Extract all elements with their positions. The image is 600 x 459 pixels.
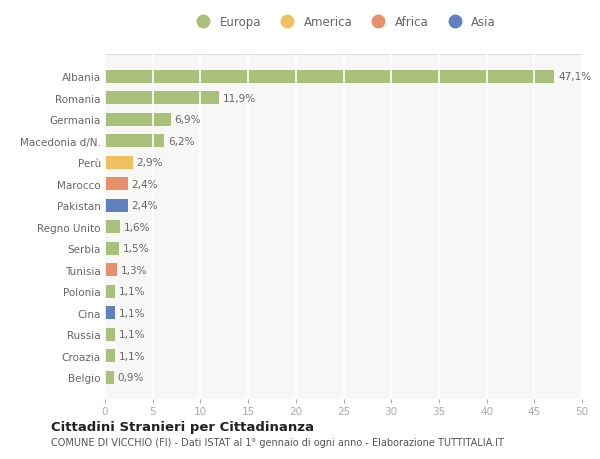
Bar xyxy=(105,349,115,362)
Text: 1,1%: 1,1% xyxy=(119,308,146,318)
Bar xyxy=(105,263,118,276)
Bar xyxy=(105,113,171,127)
Text: 6,9%: 6,9% xyxy=(175,115,201,125)
Text: 47,1%: 47,1% xyxy=(558,72,591,82)
Text: 2,9%: 2,9% xyxy=(136,158,163,168)
Bar xyxy=(105,71,554,84)
Text: 11,9%: 11,9% xyxy=(223,94,256,104)
Bar xyxy=(105,285,115,298)
Bar xyxy=(105,328,115,341)
Bar xyxy=(105,135,164,148)
Bar xyxy=(105,92,218,105)
Text: 2,4%: 2,4% xyxy=(132,201,158,211)
Bar xyxy=(105,199,128,212)
Text: COMUNE DI VICCHIO (FI) - Dati ISTAT al 1° gennaio di ogni anno - Elaborazione TU: COMUNE DI VICCHIO (FI) - Dati ISTAT al 1… xyxy=(51,437,504,447)
Legend: Europa, America, Africa, Asia: Europa, America, Africa, Asia xyxy=(191,16,496,29)
Text: 1,6%: 1,6% xyxy=(124,222,151,232)
Bar xyxy=(105,242,119,255)
Bar xyxy=(105,371,113,384)
Text: 1,5%: 1,5% xyxy=(123,244,149,254)
Text: 1,1%: 1,1% xyxy=(119,286,146,297)
Text: 1,3%: 1,3% xyxy=(121,265,148,275)
Text: 0,9%: 0,9% xyxy=(118,372,144,382)
Bar xyxy=(105,157,133,169)
Bar xyxy=(105,178,128,191)
Text: 1,1%: 1,1% xyxy=(119,330,146,339)
Bar xyxy=(105,307,115,319)
Bar xyxy=(105,221,120,234)
Text: Cittadini Stranieri per Cittadinanza: Cittadini Stranieri per Cittadinanza xyxy=(51,420,314,433)
Text: 1,1%: 1,1% xyxy=(119,351,146,361)
Text: 2,4%: 2,4% xyxy=(132,179,158,189)
Text: 6,2%: 6,2% xyxy=(168,136,194,146)
